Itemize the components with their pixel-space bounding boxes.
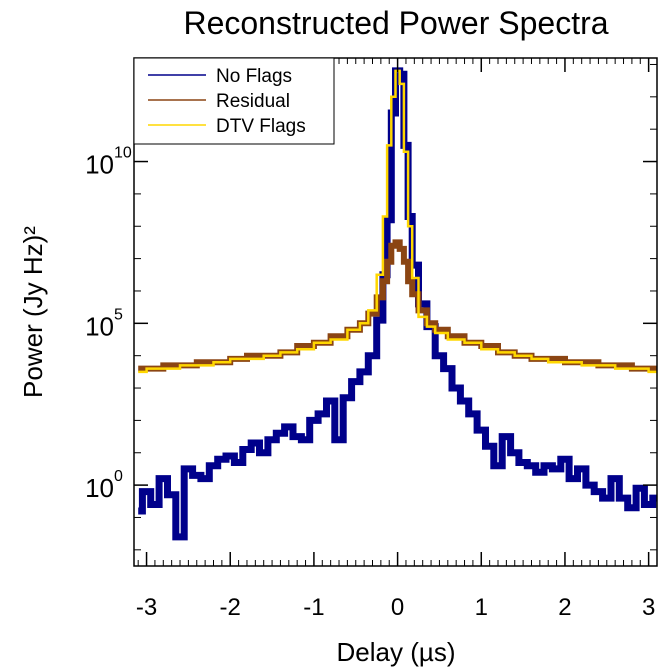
y-tick-label: 10 xyxy=(85,311,114,341)
series-line-residual xyxy=(138,239,657,372)
x-tick-label: 1 xyxy=(475,594,488,621)
y-axis-label: Power (Jy Hz)² xyxy=(18,226,48,398)
x-axis: -3 -2 -1 0 1 2 3 xyxy=(136,58,655,621)
x-tick-label: 3 xyxy=(642,594,655,621)
x-tick-label: 2 xyxy=(558,594,571,621)
legend-label: DTV Flags xyxy=(216,116,306,137)
y-tick-exponent: 0 xyxy=(114,468,123,485)
legend: No Flags Residual DTV Flags xyxy=(133,57,335,145)
x-tick-label: 0 xyxy=(391,594,404,621)
legend-label: No Flags xyxy=(216,66,292,87)
x-tick-label: -3 xyxy=(136,594,157,621)
plot-frame xyxy=(133,57,658,567)
legend-box xyxy=(133,57,335,145)
x-axis-label: Delay (µs) xyxy=(337,637,456,667)
y-tick-exponent: 5 xyxy=(114,306,123,323)
y-tick-label: 10 xyxy=(85,473,114,503)
y-tick-exponent: 10 xyxy=(114,145,132,162)
x-tick-label: -1 xyxy=(303,594,324,621)
x-tick-label: -2 xyxy=(220,594,241,621)
chart-title: Reconstructed Power Spectra xyxy=(183,5,608,41)
y-tick-label: 10 xyxy=(85,150,114,180)
legend-label: Residual xyxy=(216,91,290,112)
